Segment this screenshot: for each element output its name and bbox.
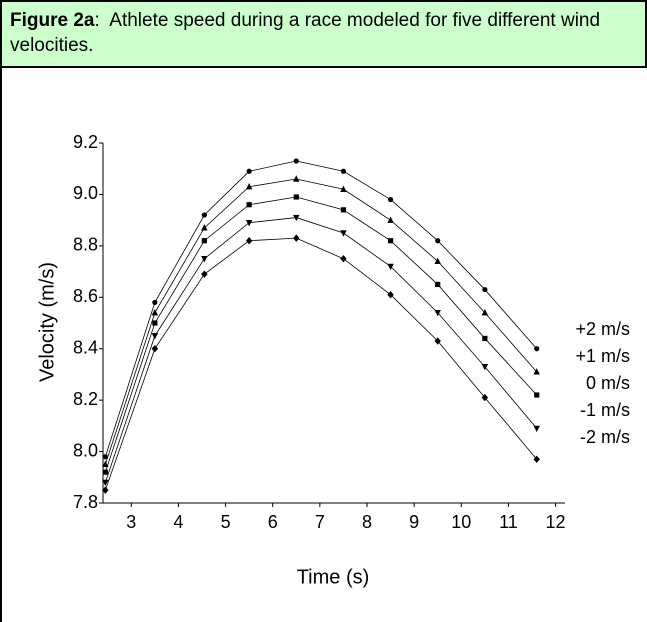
point (293, 214, 300, 222)
y-axis-label: Velocity (m/s) (36, 262, 58, 382)
point (435, 238, 441, 244)
point (293, 234, 300, 242)
point (340, 255, 347, 263)
series-line (104, 237, 538, 491)
point (387, 196, 394, 203)
y-tick-label: 7.8 (73, 492, 98, 512)
x-axis-label: Time (s) (297, 566, 370, 588)
series-label: -1 m/s (580, 400, 630, 420)
point (245, 237, 253, 245)
point (152, 320, 158, 326)
point (293, 175, 300, 182)
point (151, 333, 159, 340)
series-label: +1 m/s (575, 346, 630, 366)
x-tick-label: 10 (451, 512, 471, 532)
caption-text: : Athlete speed during a race modeled fo… (10, 10, 606, 56)
point (151, 345, 159, 353)
point (152, 299, 158, 306)
figure-label: Figure 2a (10, 10, 95, 31)
y-tick-label: 8.2 (73, 389, 98, 409)
point (387, 263, 394, 271)
point (534, 392, 540, 398)
point (482, 335, 488, 342)
point (387, 238, 394, 244)
y-tick-label: 9.2 (73, 132, 98, 152)
point (102, 460, 109, 468)
x-tick-label: 9 (409, 512, 419, 532)
point (201, 238, 207, 244)
x-tick-label: 4 (173, 512, 183, 532)
y-tick-label: 8.6 (73, 286, 98, 306)
series-line (104, 217, 538, 483)
series-line (104, 178, 538, 465)
point (387, 216, 394, 223)
x-tick-label: 6 (268, 512, 278, 532)
x-tick-label: 11 (499, 512, 518, 532)
point (387, 291, 394, 299)
point (434, 257, 441, 264)
point (102, 479, 109, 487)
point (482, 286, 488, 293)
point (481, 309, 489, 316)
point (151, 309, 159, 316)
x-tick-label: 7 (315, 512, 325, 532)
point (246, 168, 252, 174)
point (245, 220, 253, 227)
point (102, 454, 108, 460)
x-tick-label: 12 (546, 512, 566, 532)
point (293, 158, 299, 164)
y-tick-label: 8.0 (73, 440, 98, 460)
series-label: 0 m/s (586, 373, 630, 393)
point (534, 346, 540, 352)
series-line (104, 160, 538, 457)
y-tick-label: 8.8 (73, 235, 98, 255)
point (201, 256, 208, 263)
point (340, 185, 347, 192)
point (340, 230, 347, 237)
series-line (104, 196, 538, 473)
x-tick-label: 3 (126, 512, 136, 532)
series-label: +2 m/s (575, 319, 630, 339)
y-tick-label: 9.0 (73, 183, 98, 203)
point (340, 168, 347, 174)
caption-box: Figure 2a: Athlete speed during a race m… (0, 0, 647, 68)
point (481, 393, 489, 402)
series-label: -2 m/s (580, 427, 630, 447)
x-tick-label: 8 (362, 512, 372, 532)
point (533, 455, 540, 463)
point (246, 202, 252, 208)
point (201, 224, 208, 231)
point (533, 368, 540, 375)
point (245, 183, 253, 190)
point (293, 194, 299, 200)
x-tick-label: 5 (221, 512, 231, 532)
point (201, 270, 208, 278)
point (102, 469, 108, 475)
point (435, 281, 441, 288)
point (434, 337, 441, 345)
point (340, 207, 347, 213)
point (481, 364, 489, 371)
point (434, 310, 441, 317)
point (201, 212, 207, 218)
point (533, 425, 540, 433)
point (102, 486, 109, 494)
y-tick-label: 8.4 (73, 337, 98, 357)
